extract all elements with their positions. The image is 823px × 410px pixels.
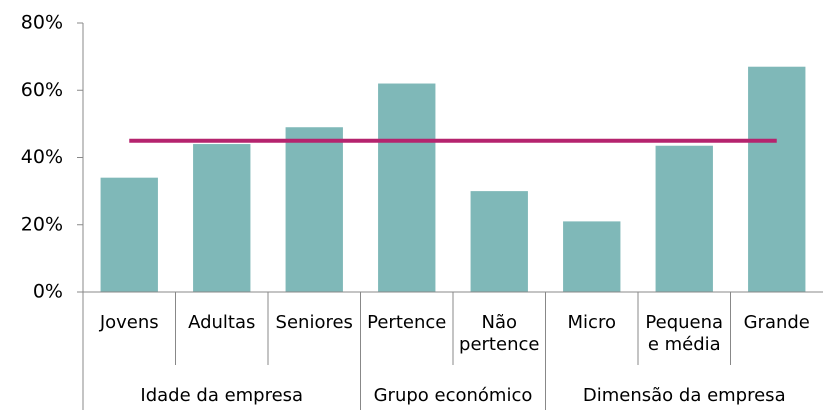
- group-label: Grupo económico: [373, 385, 533, 406]
- y-tick-label: 40%: [21, 146, 63, 168]
- bar: [193, 144, 251, 292]
- group-label: Idade da empresa: [140, 385, 304, 406]
- y-tick-label: 20%: [21, 213, 63, 235]
- x-tick-label: Pequena e média: [645, 312, 724, 355]
- bar: [285, 127, 343, 292]
- bar: [563, 221, 621, 292]
- bar: [748, 66, 806, 293]
- x-tick-label: Seniores: [275, 312, 353, 333]
- x-tick-label: Não pertence: [459, 312, 540, 355]
- group-label: Dimensão da empresa: [582, 385, 786, 406]
- x-tick-label: Jovens: [99, 312, 159, 333]
- x-tick-label: Adultas: [188, 312, 256, 333]
- x-tick-label: Pertence: [367, 312, 447, 333]
- x-tick-label: Micro: [567, 312, 616, 333]
- y-tick-label: 0%: [33, 281, 63, 303]
- x-tick-label: Grande: [743, 312, 810, 333]
- y-tick-label: 60%: [21, 79, 63, 101]
- bar: [470, 191, 528, 292]
- bar: [655, 145, 713, 292]
- y-tick-label: 80%: [21, 12, 63, 34]
- bar: [100, 177, 158, 292]
- bar: [378, 83, 436, 293]
